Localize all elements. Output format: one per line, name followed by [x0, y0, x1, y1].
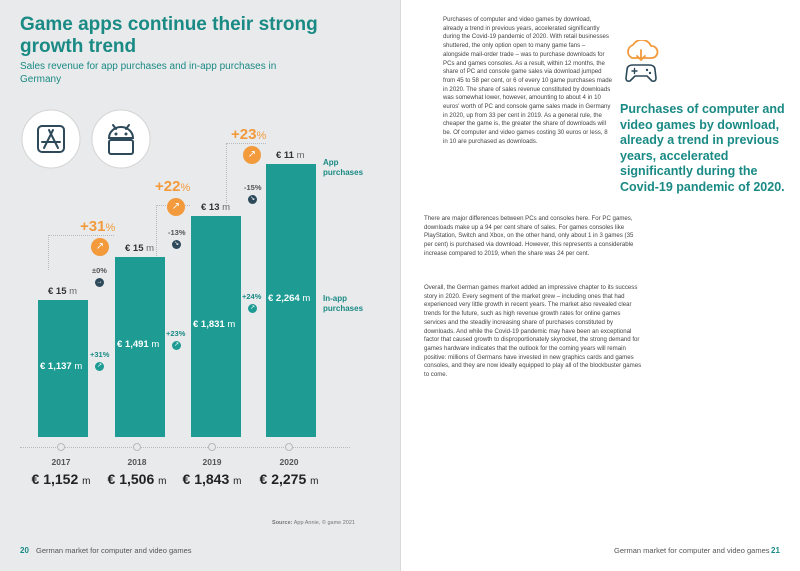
inapp-value-label: € 1,831 m [193, 318, 236, 330]
arrow-down-right-icon: ↘ [172, 240, 181, 249]
axis-tick [208, 443, 216, 451]
arrow-right-icon: → [95, 278, 104, 287]
inapp-growth-label: +31% [90, 350, 110, 359]
app-value-label: € 15 m [125, 243, 155, 254]
page-number-right: 21 [771, 546, 780, 555]
year-label: 2018 [127, 457, 147, 467]
legend-app-purchases: App purchases [323, 158, 364, 177]
legend-inapp-purchases: In-app purchases [323, 294, 364, 313]
pull-quote: Purchases of computer and video games by… [620, 102, 785, 194]
inapp-value-label: € 1,137 m [40, 360, 83, 372]
total-value: € 1,506 m [107, 471, 167, 487]
arrow-up-right-icon: ↗ [172, 341, 181, 350]
inapp-value-label: € 1,491 m [117, 339, 160, 350]
inapp-value-label: € 2,264 m [268, 292, 311, 304]
total-growth-label: +31% [80, 218, 116, 235]
axis-tick [285, 443, 293, 451]
year-label: 2017 [51, 457, 71, 467]
inapp-growth-label: +24% [242, 292, 262, 301]
body-paragraph: There are major differences between PCs … [424, 215, 634, 257]
body-paragraph: Purchases of computer and video games by… [443, 16, 613, 145]
app-growth-label: -15% [244, 183, 262, 192]
chart-subtitle: Sales revenue for app purchases and in-a… [20, 61, 277, 85]
inapp-growth-label: +23% [166, 329, 186, 338]
app-value-label: € 15 m [48, 286, 78, 297]
axis-tick [57, 443, 65, 451]
arrow-up-right-icon: ↗ [95, 362, 104, 371]
arrow-up-right-icon: ↗ [248, 304, 257, 313]
growth-connector [48, 235, 114, 270]
total-value: € 1,152 m [31, 471, 91, 487]
x-axis [20, 447, 350, 448]
total-growth-label: +22% [155, 178, 191, 195]
bar-2018 [115, 257, 165, 437]
app-value-label: € 13 m [201, 202, 231, 213]
app-value-label: € 11 m [276, 150, 305, 161]
app-store-icon [21, 109, 81, 169]
year-label: 2020 [279, 457, 299, 467]
axis-tick [133, 443, 141, 451]
total-value: € 2,275 m [259, 471, 319, 487]
page-spine [400, 0, 401, 571]
bar-2019 [191, 216, 241, 437]
arrow-down-right-icon: ↘ [248, 195, 257, 204]
app-growth-label: -13% [168, 228, 186, 237]
cloud-download-icon [625, 40, 659, 82]
right-page [401, 0, 800, 571]
page-number-left: 20 [20, 546, 29, 555]
app-growth-label: ±0% [92, 266, 107, 275]
bar-2017 [38, 300, 88, 437]
year-label: 2019 [202, 457, 222, 467]
footer-title-right: German market for computer and video gam… [614, 546, 770, 555]
page-title: Game apps continue their strong growth t… [20, 14, 318, 57]
android-icon [91, 109, 151, 169]
total-growth-label: +23% [231, 126, 267, 143]
total-value: € 1,843 m [182, 471, 242, 487]
arrow-up-right-icon: ↗ [167, 198, 185, 216]
body-paragraph: Overall, the German games market added a… [424, 284, 642, 379]
bar-2020 [266, 164, 316, 437]
arrow-up-right-icon: ↗ [243, 146, 261, 164]
arrow-up-right-icon: ↗ [91, 238, 109, 256]
source-note: Source: App Annie, © game 2021 [272, 520, 355, 526]
growth-connector [226, 143, 266, 203]
footer-title-left: German market for computer and video gam… [36, 546, 192, 555]
